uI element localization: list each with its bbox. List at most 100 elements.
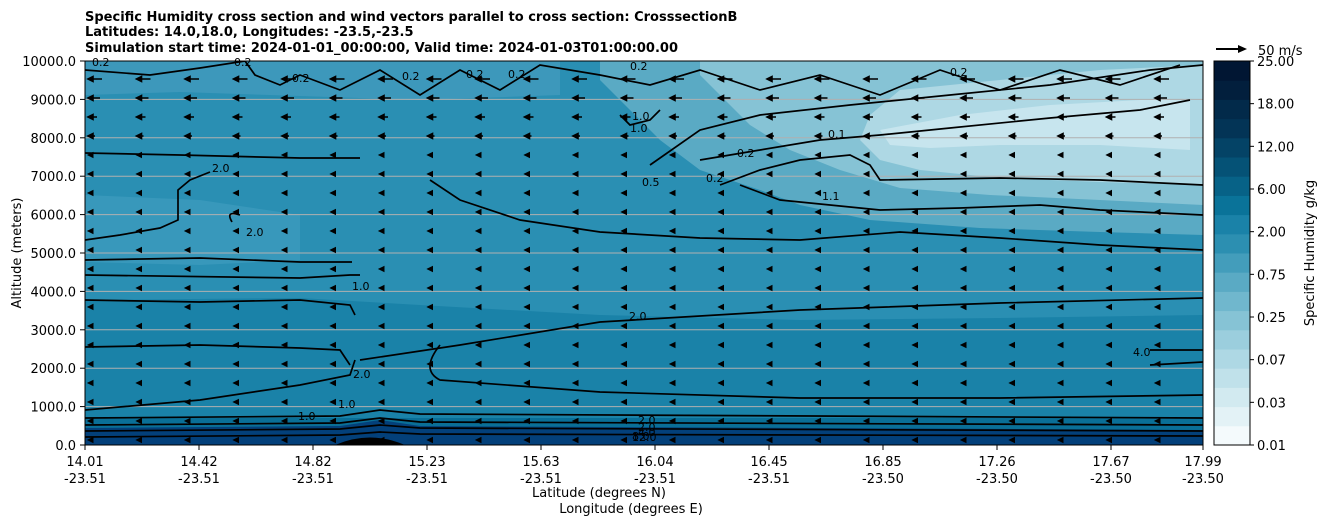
wind-vector-arrow: [717, 227, 724, 235]
wind-vector-arrow: [571, 436, 579, 444]
wind-vector-arrow: [232, 341, 239, 349]
contour-label: 0.2: [950, 66, 968, 79]
wind-vector-arrow: [377, 189, 385, 197]
contour-label: 2.0: [638, 421, 656, 434]
wind-vector-arrow: [134, 132, 144, 140]
wind-vector-arrow: [426, 360, 433, 368]
wind-vector-arrow: [426, 303, 433, 311]
wind-vector-arrow: [668, 398, 676, 406]
wind-vector-arrow: [959, 417, 967, 425]
wind-vector-arrow: [571, 170, 579, 178]
contour-line: [85, 431, 1203, 438]
wind-vector-arrow: [1008, 284, 1015, 292]
wind-vector-arrow: [523, 379, 530, 387]
wind-vector-arrow: [1056, 132, 1065, 140]
humidity-band-mid-lower: [85, 298, 1203, 418]
contour-label: 12.0: [632, 431, 657, 444]
wind-vector-arrow: [1007, 132, 1017, 140]
wind-vector-arrow: [620, 360, 627, 368]
colorbar-band: [1214, 233, 1250, 254]
contour-label: 0.2: [402, 70, 420, 83]
wind-vector-arrow: [135, 341, 142, 349]
x-tick-lat-label: 17.26: [978, 455, 1015, 470]
colorbar-band: [1214, 80, 1250, 100]
wind-vector-arrow: [1008, 189, 1015, 197]
x-tick-lat-label: 16.85: [864, 455, 901, 470]
contour-labels: 0.2 0.2 0.2 0.2 0.2 0.2 0.2 1.0 1.0 0.1 …: [92, 56, 1151, 444]
contour-label: 2.0: [246, 226, 264, 239]
colorbar-band: [1214, 157, 1250, 177]
wind-vector-arrow: [571, 417, 579, 425]
y-tick-label: 10000.0: [22, 55, 76, 70]
colorbar-tick-label: 18.00: [1257, 98, 1294, 113]
contour-line: [719, 154, 1203, 186]
wind-vector-arrow: [1056, 227, 1064, 235]
contour-line: [85, 344, 351, 366]
wind-vector-arrow: [717, 303, 724, 311]
wind-vector-arrow: [523, 246, 530, 254]
wind-vector-arrow: [1105, 303, 1112, 311]
wind-vector-arrow: [183, 170, 191, 178]
wind-vector-arrow: [571, 227, 579, 235]
wind-vector-arrow: [280, 170, 288, 178]
wind-vector-arrow: [329, 303, 336, 311]
wind-vector-arrow: [474, 341, 482, 349]
wind-vector-arrow: [862, 246, 870, 254]
wind-vector-arrow: [280, 132, 289, 140]
wind-vector-arrow: [183, 436, 191, 444]
wind-vector-arrow: [1153, 75, 1169, 83]
wind-vector-arrow: [1105, 208, 1112, 216]
contour-label: 0.2: [706, 172, 724, 185]
wind-vector-arrow: [183, 246, 191, 254]
contour-line: [85, 359, 356, 411]
wind-vector-arrow: [1105, 360, 1112, 368]
wind-vector-arrow: [814, 341, 821, 349]
wind-vector-arrow: [426, 417, 433, 425]
wind-vector-arrow: [232, 360, 239, 368]
wind-vector-arrow: [1008, 151, 1015, 159]
wind-vector-arrow: [135, 322, 142, 330]
wind-vector-arrow: [620, 303, 627, 311]
wind-vector-arrow: [329, 189, 336, 197]
wind-vector-arrow: [329, 284, 336, 292]
wind-vector-arrow: [765, 246, 773, 254]
wind-vector-arrow: [717, 398, 724, 406]
wind-vector-arrow: [1105, 322, 1112, 330]
contour-line: [85, 417, 1203, 426]
wind-vector-arrow: [329, 151, 336, 159]
wind-vector-arrow: [717, 341, 724, 349]
wind-vector-arrow: [1056, 265, 1064, 273]
wind-vector-arrow: [959, 379, 967, 387]
wind-vectors: [86, 75, 1169, 444]
wind-vector-arrow: [1153, 284, 1161, 292]
colorbar-tick-label: 6.00: [1257, 183, 1286, 198]
contour-label: 0.5: [642, 176, 660, 189]
colorbar-tick-label: 0.25: [1257, 311, 1286, 326]
colorbar-band: [1214, 99, 1250, 120]
wind-vector-arrow: [1056, 360, 1064, 368]
wind-vector-arrow: [1008, 379, 1015, 387]
wind-vector-arrow: [86, 398, 94, 406]
wind-vector-arrow: [862, 189, 870, 197]
wind-vector-arrow: [377, 341, 385, 349]
wind-vector-arrow: [183, 341, 191, 349]
wind-vector-arrow: [571, 284, 579, 292]
wind-vector-arrow: [426, 341, 433, 349]
wind-vector-arrow: [959, 113, 970, 121]
wind-vector-arrow: [716, 132, 726, 140]
wind-vector-arrow: [571, 189, 579, 197]
wind-vector-arrow: [813, 132, 823, 140]
wind-vector-arrow: [619, 113, 631, 121]
wind-vector-arrow: [231, 94, 246, 102]
colorbar: [1214, 61, 1250, 446]
wind-vector-arrow: [426, 151, 433, 159]
contour-label: 0.2: [292, 72, 310, 85]
wind-vector-arrow: [765, 75, 781, 83]
wind-vector-arrow: [813, 113, 825, 121]
wind-vector-arrow: [232, 284, 239, 292]
wind-vector-arrow: [280, 75, 296, 83]
wind-vector-arrow: [862, 360, 870, 368]
wind-vector-arrow: [813, 75, 830, 83]
wind-vector-arrow: [620, 322, 627, 330]
colorbar-band: [1214, 349, 1250, 369]
